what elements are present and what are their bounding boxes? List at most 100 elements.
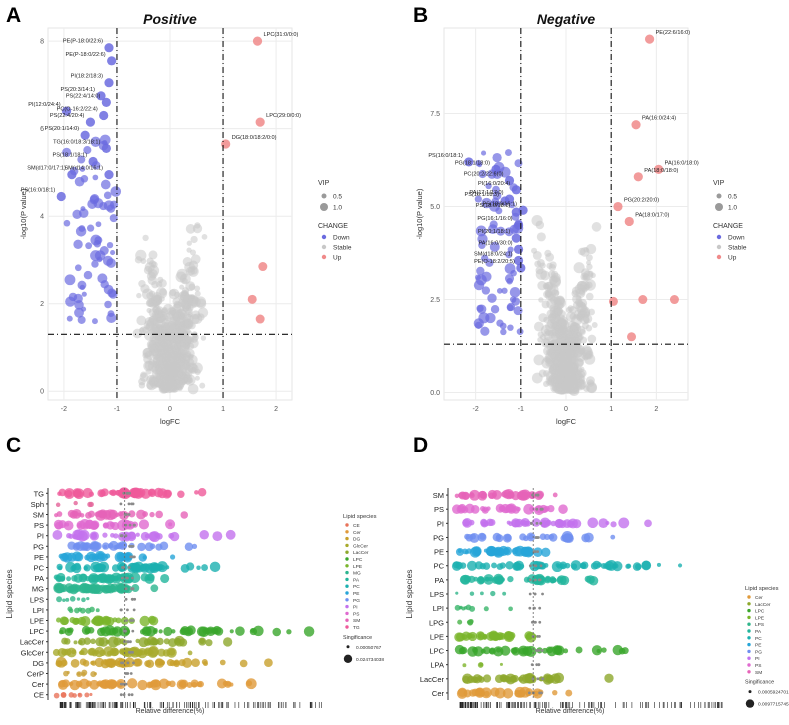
stable-point <box>561 358 570 367</box>
species-point <box>508 521 514 527</box>
point-label: PS(22:4/20:4) <box>50 113 85 119</box>
species-point <box>172 661 178 666</box>
stable-point <box>182 287 190 295</box>
legend-size-title: Singificance <box>745 680 774 686</box>
category-label: Sph <box>31 500 44 509</box>
y-axis-label: Lipid species <box>4 569 14 618</box>
legend-item: LacCer <box>755 602 771 608</box>
neutral-point <box>132 523 136 527</box>
point-label: PG(20:2/20:0) <box>624 198 659 204</box>
species-point <box>552 492 558 498</box>
neutral-point <box>133 597 137 601</box>
labeled-point <box>99 110 109 121</box>
species-point <box>184 542 194 551</box>
labeled-point <box>504 175 515 186</box>
stable-point <box>535 268 547 280</box>
species-point <box>514 690 519 695</box>
chart-title: Negative <box>537 11 596 27</box>
species-point <box>102 532 108 538</box>
species-point <box>514 519 522 527</box>
neutral-point <box>120 534 124 538</box>
species-point <box>570 560 582 571</box>
neutral-point <box>124 587 128 591</box>
species-point <box>56 563 63 571</box>
stable-point <box>150 381 159 389</box>
labeled-point <box>252 36 263 46</box>
species-point <box>135 638 140 644</box>
legend-swatch <box>345 557 349 561</box>
species-point <box>95 608 100 613</box>
species-point <box>514 560 525 571</box>
legend-change-swatch <box>321 244 327 250</box>
species-point <box>544 576 552 584</box>
legend-swatch <box>345 564 349 568</box>
y-tick-label: 6 <box>40 126 44 133</box>
stable-point <box>534 260 542 268</box>
species-point <box>202 628 209 634</box>
species-point <box>77 639 83 645</box>
species-point <box>90 638 96 645</box>
species-point <box>199 529 209 540</box>
down-point <box>491 197 500 206</box>
down-point <box>500 328 507 336</box>
species-point <box>610 534 616 540</box>
species-point <box>540 521 547 527</box>
stable-point <box>185 224 196 234</box>
point-label: LPC(31:0/0:0) <box>264 32 299 38</box>
stable-point <box>138 382 146 389</box>
stable-point <box>194 285 201 292</box>
stable-point <box>175 271 187 283</box>
species-point <box>77 512 82 517</box>
legend-item: TG <box>353 625 360 631</box>
stable-point <box>188 283 196 291</box>
legend-item: PI <box>353 605 358 611</box>
down-point <box>110 186 122 197</box>
species-point <box>507 492 515 499</box>
legend-change-label: Down <box>728 235 745 242</box>
down-point <box>103 284 114 295</box>
species-point <box>60 692 67 698</box>
species-point <box>148 616 159 626</box>
species-point <box>150 584 159 593</box>
species-point <box>656 562 662 567</box>
species-point <box>80 573 88 581</box>
species-point <box>499 662 503 666</box>
point-label: PE(O-18:2/20:5) <box>474 259 515 265</box>
stable-point <box>586 260 592 266</box>
species-point <box>155 510 163 519</box>
species-point <box>477 662 484 668</box>
stable-point <box>583 247 589 253</box>
stable-point <box>575 358 585 367</box>
species-point <box>127 562 138 573</box>
neutral-point <box>538 691 542 695</box>
species-point <box>561 531 573 543</box>
species-point <box>62 598 66 602</box>
species-point <box>488 518 496 526</box>
stable-point <box>551 289 560 298</box>
species-point <box>84 692 90 698</box>
legend-item: LPE <box>353 564 362 570</box>
species-point <box>57 648 67 658</box>
stable-point <box>176 326 186 335</box>
species-point <box>541 547 551 558</box>
species-point <box>303 626 315 637</box>
species-point <box>480 518 488 526</box>
species-point <box>104 509 116 521</box>
down-point <box>91 260 99 268</box>
neutral-point <box>126 672 130 675</box>
species-point <box>596 562 602 568</box>
neutral-point <box>541 592 544 596</box>
legend-swatch <box>345 543 349 548</box>
species-point <box>483 606 489 612</box>
species-point <box>87 501 93 508</box>
down-point <box>501 287 508 294</box>
species-point <box>77 692 83 698</box>
down-point <box>478 169 487 179</box>
species-point <box>82 660 90 667</box>
species-point <box>79 607 86 614</box>
legend-swatch <box>345 577 349 582</box>
down-point <box>104 300 112 309</box>
labeled-point <box>61 106 72 116</box>
stable-point <box>584 279 596 291</box>
labeled-point <box>500 196 510 206</box>
